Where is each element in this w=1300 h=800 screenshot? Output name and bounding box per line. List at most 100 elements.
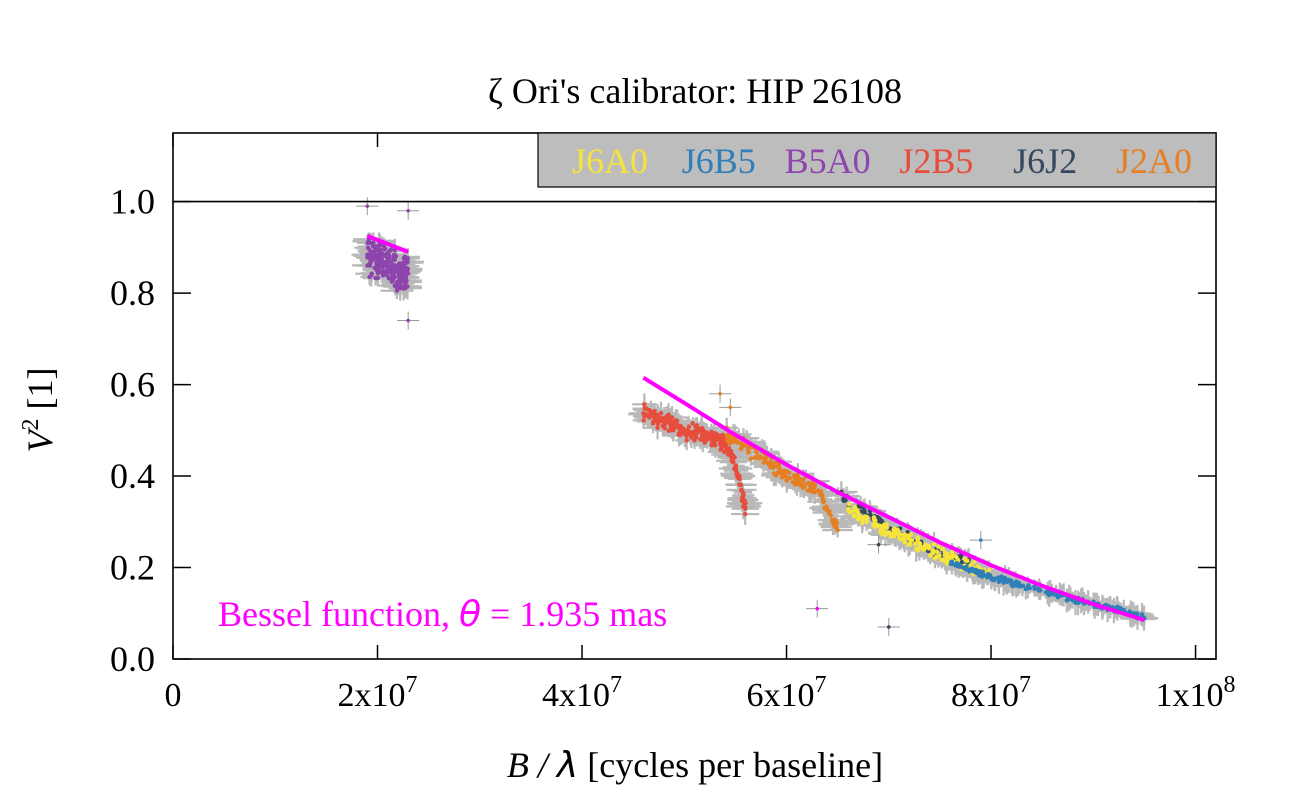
data-point-j6b5 bbox=[980, 571, 985, 576]
x-tick-label: 0 bbox=[165, 677, 182, 714]
data-point-j2a0 bbox=[774, 464, 779, 469]
data-point-j6j2 bbox=[856, 504, 861, 509]
data-point-j2b5 bbox=[681, 426, 686, 431]
data-point-j2b5 bbox=[641, 411, 646, 416]
y-label-exponent: 2 bbox=[18, 418, 44, 430]
data-point-j2a0 bbox=[797, 479, 802, 485]
data-point-j6a0 bbox=[846, 502, 852, 507]
data-point-j2a0 bbox=[800, 485, 806, 491]
data-point-b5a0 bbox=[378, 269, 383, 275]
data-point-j6a0 bbox=[949, 550, 955, 555]
legend: J6A0 J6B5 B5A0 J2B5 J6J2 J2A0 bbox=[537, 132, 1217, 188]
data-point-j6b5 bbox=[1001, 580, 1006, 585]
x-axis-label: B / λ [cycles per baseline] bbox=[507, 745, 883, 786]
data-point-j2b5 bbox=[717, 441, 723, 446]
plot-frame bbox=[172, 132, 1217, 660]
legend-entry-b5a0: B5A0 bbox=[785, 141, 871, 181]
data-point-j6a0 bbox=[849, 509, 855, 514]
data-point-b5a0 bbox=[365, 263, 370, 268]
data-point-j2a0 bbox=[792, 473, 797, 478]
data-point-j2a0 bbox=[740, 442, 745, 447]
data-point-j2a0 bbox=[812, 485, 817, 490]
data-point-j2a0 bbox=[727, 436, 732, 441]
data-point-j2b5 bbox=[690, 421, 695, 426]
legend-box bbox=[537, 132, 1217, 188]
data-point-j2a0 bbox=[832, 521, 837, 526]
legend-entry-j6a0: J6A0 bbox=[572, 141, 648, 181]
data-point-j6b5 bbox=[1010, 583, 1016, 589]
x-tick-exponent: 7 bbox=[1019, 672, 1031, 698]
data-point-j2b5 bbox=[705, 435, 710, 440]
data-point-b5a0 bbox=[394, 288, 400, 293]
data-point-j2b5 bbox=[740, 494, 746, 500]
data-point-b5a0 bbox=[367, 274, 372, 280]
annotation-bessel: Bessel function, θ = 1.935 mas bbox=[218, 594, 667, 635]
data-point-j2b5 bbox=[723, 442, 729, 448]
data-point-b5a0 bbox=[374, 268, 380, 273]
data-point-b5a0 bbox=[380, 251, 385, 257]
data-point-j6a0 bbox=[891, 526, 897, 531]
data-point-b5a0 bbox=[404, 255, 409, 261]
data-point-j2b5 bbox=[686, 424, 692, 429]
data-point-j6b5 bbox=[1139, 612, 1145, 617]
data-point-j6a0 bbox=[851, 513, 857, 518]
error-bars bbox=[351, 197, 1159, 636]
data-point-j2b5 bbox=[692, 438, 697, 443]
data-point-j2a0 bbox=[782, 473, 787, 479]
data-point-b5a0 bbox=[393, 283, 398, 289]
legend-entry-j6j2: J6J2 bbox=[1013, 141, 1077, 181]
data-point-j6b5 bbox=[1017, 584, 1022, 589]
data-point-j2b5 bbox=[733, 465, 738, 470]
data-point-j6b5 bbox=[1020, 583, 1026, 588]
data-point-j2b5 bbox=[658, 410, 664, 416]
data-point-j2b5 bbox=[666, 412, 671, 417]
data-point-j2b5 bbox=[730, 459, 736, 465]
x-label-lambda: λ bbox=[555, 745, 578, 786]
data-point-j6a0 bbox=[895, 529, 900, 535]
y-tick-label: 0.6 bbox=[110, 365, 155, 405]
data-point-j2b5 bbox=[693, 429, 698, 434]
data-point-j6a0 bbox=[878, 524, 884, 529]
data-point-j2b5 bbox=[739, 487, 744, 493]
data-point-j6a0 bbox=[872, 522, 877, 528]
data-point-b5a0 bbox=[371, 240, 376, 245]
data-point-j2b5 bbox=[668, 428, 673, 433]
data-point-j2a0 bbox=[767, 461, 772, 467]
data-point-j2b5 bbox=[641, 418, 646, 423]
data-point-j2b5 bbox=[668, 416, 673, 421]
data-point-j6b5 bbox=[971, 569, 976, 574]
data-point-j6j2 bbox=[868, 512, 873, 518]
data-point-j2b5 bbox=[642, 406, 647, 411]
data-point-b5a0 bbox=[369, 250, 374, 255]
data-point-j2b5 bbox=[647, 407, 652, 413]
data-point-j6b5 bbox=[967, 567, 972, 572]
data-point-j2b5 bbox=[700, 437, 705, 443]
outlier-point bbox=[886, 625, 891, 629]
data-point-j2a0 bbox=[793, 481, 798, 486]
data-point-b5a0 bbox=[369, 271, 374, 276]
data-point-j2b5 bbox=[737, 482, 742, 487]
data-point-b5a0 bbox=[382, 271, 388, 276]
plot-area: 0 2x107 4x107 6x107 8x107 1x108 0.0 0.2 0.4 0.6 0.… bbox=[110, 132, 1236, 714]
data-point-j6a0 bbox=[949, 554, 954, 560]
data-point-j6a0 bbox=[930, 550, 936, 556]
x-tick-exponent: 7 bbox=[815, 672, 827, 698]
outlier-point bbox=[406, 318, 410, 323]
data-point-j2b5 bbox=[701, 432, 706, 437]
y-tick-label: 0.0 bbox=[110, 639, 155, 679]
data-point-j6a0 bbox=[881, 529, 886, 534]
x-tick-exponent: 8 bbox=[1224, 672, 1236, 698]
data-point-j6a0 bbox=[856, 513, 862, 519]
data-point-j2a0 bbox=[809, 489, 815, 494]
data-point-j6a0 bbox=[846, 507, 851, 512]
data-point-j6a0 bbox=[987, 567, 992, 573]
annotation-symbol: θ bbox=[459, 594, 481, 635]
data-point-j2b5 bbox=[655, 421, 661, 427]
data-point-b5a0 bbox=[373, 275, 378, 281]
data-point-j6j2 bbox=[843, 498, 848, 503]
data-point-j6b5 bbox=[989, 575, 994, 580]
x-tick-exponent: 7 bbox=[406, 672, 418, 698]
data-point-j2a0 bbox=[752, 455, 758, 460]
data-point-j2a0 bbox=[727, 441, 733, 446]
